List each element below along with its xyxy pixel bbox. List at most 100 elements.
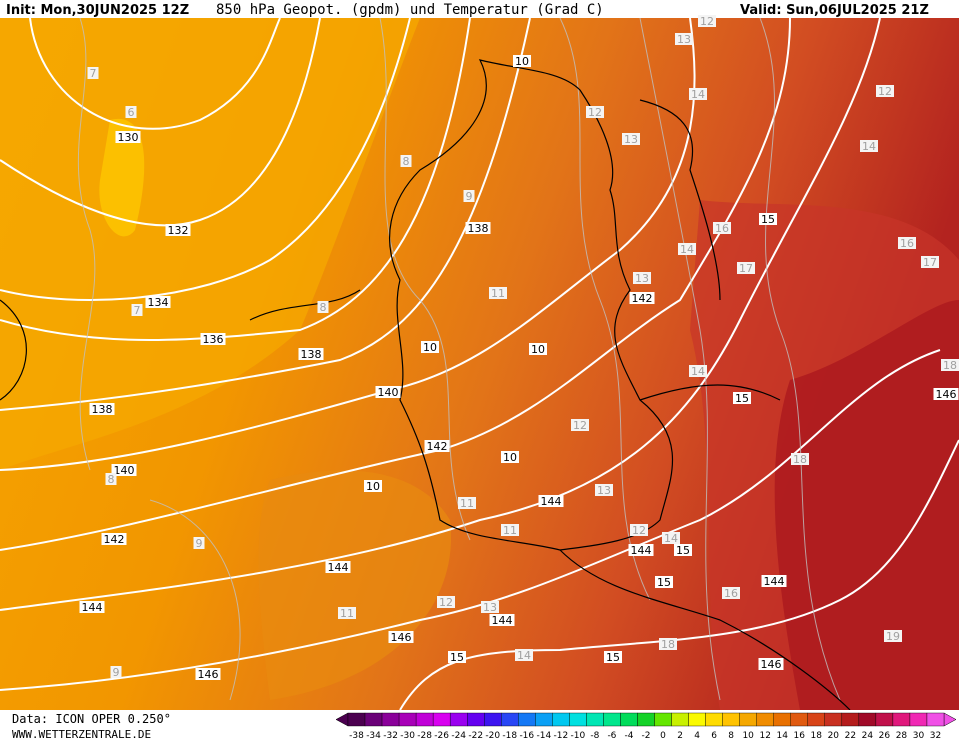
temperature-label-box [125,106,137,118]
map-title: 850 hPa Geopot. (gpdm) und Temperatur (G… [216,2,604,18]
temperature-label-box [791,453,809,465]
colorbar-swatch [909,712,928,727]
temperature-label: 14 [680,243,694,256]
height-label: 146 [391,631,412,644]
temperature-label-box [87,67,99,79]
temperature-label: 12 [632,524,646,537]
temperature-label: 9 [113,666,120,679]
height-label-box [465,222,491,234]
temperature-label-box [515,649,533,661]
colorbar-swatch [535,712,553,727]
height-label-box [424,440,450,452]
temperature-label-box [481,601,499,613]
height-label: 10 [366,480,380,493]
temperature-label: 9 [196,537,203,550]
temperature-label-box [317,301,329,313]
height-label-box [200,333,226,345]
colorbar-swatch [637,712,655,727]
height-label-box [759,213,777,225]
temperature-label-box [193,537,205,549]
colorbar-label: 24 [862,731,874,741]
temperature-label: 14 [691,365,705,378]
temperature-label-box [131,304,143,316]
colorbar-label: 8 [728,731,734,741]
temperature-label-box [105,473,117,485]
height-label-box [115,131,141,143]
height-label: 15 [606,651,620,664]
temperature-label-box [489,287,507,299]
height-label-box [674,544,692,556]
temperature-label-box [458,497,476,509]
height-label-box [604,651,622,663]
height-label-box [655,576,673,588]
height-label: 130 [118,131,139,144]
colorbar-swatch [654,712,672,727]
colorbar-swatch [875,712,894,727]
height-label-box [325,561,351,573]
height-label-box [421,341,439,353]
temperature-label: 8 [403,155,410,168]
height-label: 15 [676,544,690,557]
height-label: 146 [761,658,782,671]
height-label: 144 [328,561,349,574]
temperature-label: 19 [886,630,900,643]
colorbar-label: -38 [349,731,364,741]
height-label-box [375,386,401,398]
height-label-box [758,658,784,670]
colorbar-swatch [398,712,417,727]
height-label-box [933,388,959,400]
colorbar-label: -12 [554,731,569,741]
height-label: 144 [82,601,103,614]
colorbar-swatch [586,712,604,727]
height-label: 146 [936,388,957,401]
temperature-label: 14 [664,532,678,545]
height-label: 144 [492,614,513,627]
height-label-box [628,544,654,556]
temperature-label-box [400,155,412,167]
website: WWW.WETTERZENTRALE.DE [12,728,151,741]
temperature-label-box [860,140,878,152]
height-label-box [388,631,414,643]
colorbar-label: -32 [383,731,398,741]
height-label-box [364,480,382,492]
valid-time: Valid: Sun,06JUL2025 21Z [740,3,929,18]
height-label-box [501,451,519,463]
init-time: Init: Mon,30JUN2025 12Z [6,3,189,18]
height-label-box [538,495,564,507]
colorbar-swatch [688,712,706,727]
height-label-box [89,403,115,415]
colorbar-swatch [858,712,877,727]
height-label: 146 [198,668,219,681]
temperature-label-box [662,532,680,544]
temperature-label: 7 [134,304,141,317]
height-label: 142 [104,533,125,546]
height-label: 138 [301,348,322,361]
temperature-label: 16 [724,587,738,600]
colorbar-label: 20 [828,731,840,741]
colorbar-label: 14 [777,731,789,741]
temperature-label-box [630,524,648,536]
temperature-label-box [713,222,731,234]
colorbar-label: 28 [896,731,908,741]
colorbar-swatch [518,712,536,727]
colorbar-swatch [620,712,638,727]
colorbar-label: 4 [694,731,700,741]
temperature-label: 14 [517,649,531,662]
field-zone [258,470,452,700]
height-label-box [629,292,655,304]
geopotential-contours [0,17,959,711]
temperature-label-box [898,237,916,249]
temperature-label: 13 [483,601,497,614]
height-label-box [529,343,547,355]
colorbar-swatch [892,712,911,727]
colorbar-swatch [569,712,587,727]
temperature-label: 14 [691,88,705,101]
height-label-box [448,651,466,663]
height-label: 10 [515,55,529,68]
temperature-label-box [338,607,356,619]
colorbar-label: -10 [571,731,586,741]
temperature-label: 18 [661,638,675,651]
colorbar-swatch [467,712,485,727]
temperature-label: 7 [90,67,97,80]
